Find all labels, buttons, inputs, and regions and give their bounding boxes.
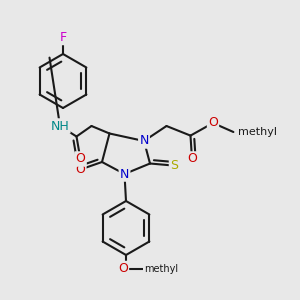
Text: O: O <box>187 152 197 166</box>
Text: methyl: methyl <box>238 127 277 137</box>
Text: O: O <box>76 152 85 166</box>
Text: methyl: methyl <box>144 263 178 274</box>
Text: N: N <box>139 134 149 148</box>
Text: O: O <box>208 116 218 130</box>
Text: NH: NH <box>51 119 69 133</box>
Text: S: S <box>170 159 178 172</box>
Text: O: O <box>118 262 128 275</box>
Text: N: N <box>120 167 129 181</box>
Text: O: O <box>76 163 85 176</box>
Text: F: F <box>59 31 67 44</box>
